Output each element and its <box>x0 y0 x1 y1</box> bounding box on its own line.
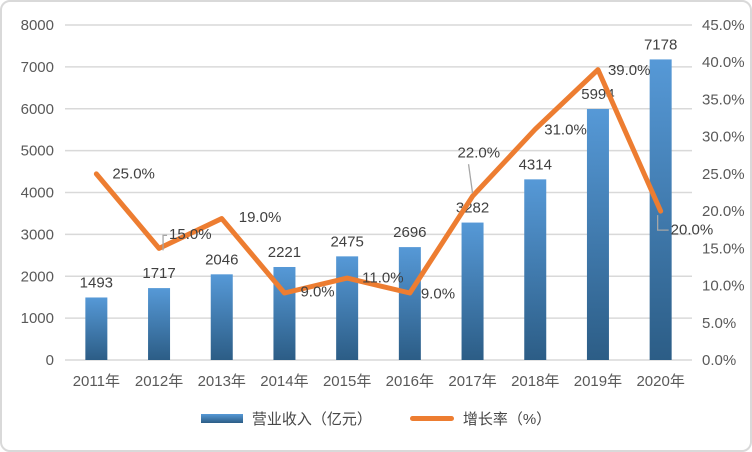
x-axis-tick-label: 2019年 <box>574 373 622 390</box>
legend: 营业收入（亿元） 增长率（%） <box>2 408 750 429</box>
right-axis-tick-label: 20.0% <box>702 203 745 220</box>
bar-value-label: 1493 <box>80 274 113 291</box>
left-axis-tick-label: 7000 <box>21 59 54 76</box>
x-axis-tick-label: 2018年 <box>511 373 559 390</box>
bar-value-label: 2475 <box>330 233 363 250</box>
left-axis-tick-label: 0 <box>46 352 54 369</box>
bar-value-label: 2221 <box>268 244 301 261</box>
right-axis-tick-label: 45.0% <box>702 17 745 34</box>
left-axis-tick-label: 8000 <box>21 17 54 34</box>
x-axis-tick-label: 2012年 <box>135 373 183 390</box>
bar-value-label: 2046 <box>205 251 238 268</box>
label-leader-line <box>162 234 168 251</box>
left-axis-tick-label: 1000 <box>21 310 54 327</box>
left-axis-tick-label: 3000 <box>21 226 54 243</box>
right-axis-tick-label: 0.0% <box>702 352 736 369</box>
growth-rate-point-label: 31.0% <box>544 122 587 139</box>
label-leader-line <box>657 215 669 231</box>
left-axis-tick-label: 5000 <box>21 143 54 160</box>
growth-line-swatch-icon <box>409 416 454 421</box>
revenue-bar <box>461 222 484 360</box>
revenue-bar-swatch-icon <box>200 414 243 423</box>
legend-label-revenue: 营业收入（亿元） <box>251 411 372 428</box>
left-axis-tick-label: 4000 <box>21 185 54 202</box>
label-leader-line <box>467 164 474 194</box>
bar-value-label: 1717 <box>142 265 175 282</box>
right-axis-tick-label: 15.0% <box>702 240 745 257</box>
growth-rate-point-label: 9.0% <box>300 284 334 301</box>
chart-plot-area: 0 1000 2000 3000 4000 5000 6000 7000 8000 0.0% 5.0… <box>21 17 745 390</box>
right-axis-tick-label: 10.0% <box>702 278 745 295</box>
revenue-bar <box>524 179 547 360</box>
revenue-bar <box>148 288 171 360</box>
bar-value-label: 7178 <box>644 36 677 53</box>
left-axis-tick-label: 2000 <box>21 268 54 285</box>
growth-rate-point-label: 25.0% <box>112 165 155 182</box>
x-axis-tick-label: 2014年 <box>260 373 308 390</box>
growth-rate-point-label: 39.0% <box>608 62 651 79</box>
legend-item-growth-rate: 增长率（%） <box>409 408 552 429</box>
right-axis-tick-label: 35.0% <box>702 91 745 108</box>
growth-rate-point-label: 20.0% <box>671 222 714 239</box>
x-axis-tick-label: 2016年 <box>386 373 434 390</box>
bar-value-label: 2696 <box>393 224 426 241</box>
x-axis-tick-label: 2017年 <box>448 373 496 390</box>
legend-label-growth-rate: 增长率（%） <box>462 411 552 428</box>
revenue-bar <box>210 274 233 360</box>
growth-rate-point-label: 15.0% <box>169 226 212 243</box>
x-axis-tick-label: 2020年 <box>636 373 684 390</box>
right-axis-tick-label: 5.0% <box>702 315 736 332</box>
x-axis-tick-label: 2011年 <box>73 373 120 390</box>
legend-item-revenue: 营业收入（亿元） <box>200 408 372 429</box>
right-axis-tick-label: 25.0% <box>702 166 745 183</box>
right-axis-tick-label: 40.0% <box>702 54 745 71</box>
growth-rate-point-label: 11.0% <box>362 270 403 287</box>
growth-rate-point-label: 19.0% <box>239 209 282 226</box>
growth-rate-point-label: 9.0% <box>421 286 455 303</box>
bar-value-label: 4314 <box>519 156 552 173</box>
revenue-bar <box>85 297 108 360</box>
x-axis-tick-label: 2015年 <box>323 373 371 390</box>
x-axis-tick-label: 2013年 <box>198 373 246 390</box>
revenue-bar <box>398 247 421 360</box>
growth-rate-line <box>93 67 664 296</box>
revenue-bar <box>586 109 609 360</box>
right-axis-tick-label: 30.0% <box>702 129 745 146</box>
growth-rate-point-label: 22.0% <box>458 145 501 162</box>
revenue-bar <box>336 256 359 360</box>
left-axis-tick-label: 6000 <box>21 101 54 118</box>
